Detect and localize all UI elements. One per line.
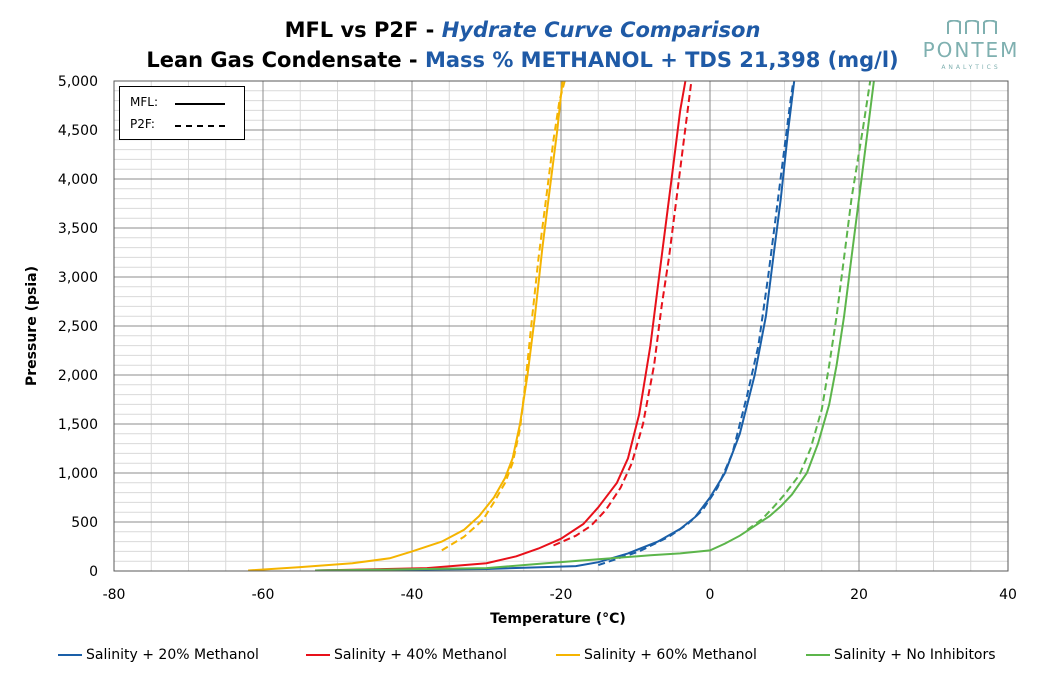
y-tick-label: 5,000: [58, 74, 98, 90]
x-tick-label: -60: [252, 587, 275, 603]
x-tick-label: -40: [401, 587, 424, 603]
y-tick-label: 3,500: [58, 221, 98, 237]
y-tick-label: 2,500: [58, 319, 98, 335]
legend-swatch: [806, 654, 830, 656]
title-line-1-part-2: Hydrate Curve Comparison: [441, 18, 761, 42]
legend-label: Salinity + No Inhibitors: [834, 647, 996, 663]
title-line-2: Lean Gas Condensate - Mass % METHANOL + …: [0, 48, 1045, 72]
line-style-legend: MFL: P2F:: [119, 86, 245, 140]
logo-subtitle: ANALYTICS: [941, 64, 1001, 71]
series-mfl-line: [315, 80, 796, 572]
legend-swatch: [58, 654, 82, 656]
legend-item: Salinity + 20% Methanol: [58, 647, 259, 663]
series-p2f-line: [441, 80, 566, 552]
y-tick-label: 1,500: [58, 417, 98, 433]
y-tick-label: 4,000: [58, 172, 98, 188]
y-tick-label: 4,500: [58, 123, 98, 139]
legend-item: Salinity + No Inhibitors: [806, 647, 996, 663]
chart-axes: -80 -60 -40 -20 0 20 40 0 500 1,000 1,500 2,000 2,50…: [58, 74, 1017, 603]
series-mfl-line: [315, 80, 687, 572]
legend-label: Salinity + 40% Methanol: [334, 647, 507, 663]
chart-grid: [113, 80, 1009, 572]
x-tick-label: 40: [999, 587, 1017, 603]
y-axis-label: Pressure (psia): [24, 266, 40, 386]
title-line-2-part-2: Mass % METHANOL + TDS 21,398 (mg/l): [424, 48, 899, 72]
y-tick-label: 0: [89, 564, 98, 580]
y-tick-label: 3,000: [58, 270, 98, 286]
title-line-1-part-1: MFL vs P2F -: [284, 18, 442, 42]
title-line-2-part-1: Lean Gas Condensate -: [146, 48, 425, 72]
legend-item: Salinity + 60% Methanol: [556, 647, 757, 663]
x-tick-label: -20: [550, 587, 573, 603]
y-tick-label: 1,000: [58, 466, 98, 482]
x-axis-label: Temperature (°C): [490, 611, 626, 627]
x-tick-label: -80: [103, 587, 126, 603]
series-mfl-line: [315, 80, 875, 572]
plot-frame: [113, 80, 1009, 572]
x-tick-label: 20: [850, 587, 868, 603]
logo-name: PONTEM: [922, 38, 1020, 62]
inset-mfl-line: [175, 103, 225, 105]
inset-p2f-label: P2F:: [130, 117, 155, 131]
pontem-logo-icon: [947, 20, 997, 34]
series-p2f-line: [746, 80, 872, 531]
inset-p2f-line: [175, 125, 225, 127]
legend-label: Salinity + 20% Methanol: [86, 647, 259, 663]
chart-series: [248, 80, 875, 572]
y-tick-label: 2,000: [58, 368, 98, 384]
legend-label: Salinity + 60% Methanol: [584, 647, 757, 663]
legend-item: Salinity + 40% Methanol: [306, 647, 507, 663]
legend-swatch: [306, 654, 330, 656]
inset-mfl-label: MFL:: [130, 95, 158, 109]
y-tick-label: 500: [71, 515, 98, 531]
x-tick-label: 0: [706, 587, 715, 603]
title-line-1: MFL vs P2F - Hydrate Curve Comparison: [0, 18, 1045, 42]
legend-swatch: [556, 654, 580, 656]
series-p2f-line: [553, 80, 693, 547]
series-mfl-line: [248, 80, 564, 572]
